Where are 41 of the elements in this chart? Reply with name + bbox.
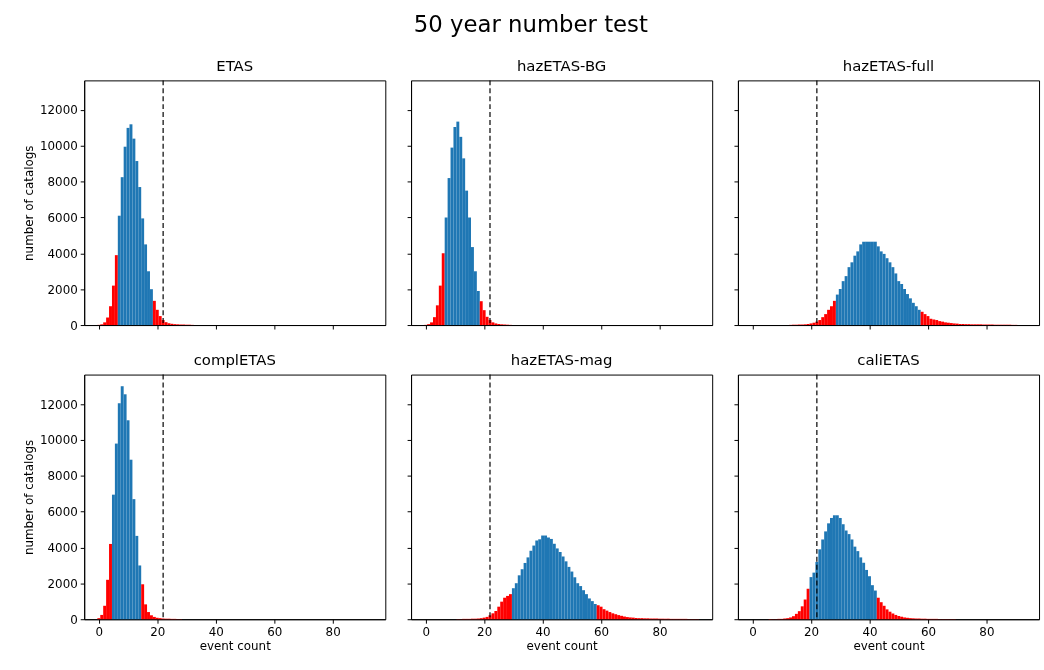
chart-title: hazETAS-full — [842, 56, 935, 75]
x-tick-label: 20 — [803, 624, 820, 639]
x-tick-label: 60 — [920, 624, 937, 639]
y-tick-label: 4000 — [47, 540, 78, 555]
x-tick-label: 0 — [95, 624, 104, 639]
chart-title: complETAS — [193, 351, 276, 370]
x-tick-label: 40 — [535, 624, 551, 639]
y-axis-title: number of catalogs — [22, 439, 37, 556]
y-tick-label: 12000 — [39, 397, 78, 412]
y-tick-label: 12000 — [39, 103, 78, 118]
x-tick-label: 80 — [652, 624, 668, 639]
x-tick-label: 60 — [267, 624, 283, 639]
x-tick-label: 80 — [325, 624, 341, 639]
y-tick-label: 8000 — [47, 469, 78, 484]
chart-title: hazETAS-mag — [510, 351, 613, 370]
x-tick-label: 20 — [477, 624, 493, 639]
y-tick-label: 10000 — [39, 433, 78, 448]
y-tick-label: 8000 — [47, 175, 78, 190]
x-tick-label: 0 — [422, 624, 430, 639]
y-tick-label: 0 — [70, 318, 78, 333]
chart-title: hazETAS-BG — [516, 56, 607, 75]
x-axis-title: event count — [199, 639, 272, 654]
y-tick-label: 2000 — [47, 576, 78, 591]
x-axis-title: event count — [853, 639, 925, 654]
y-axis-title: number of catalogs — [22, 145, 37, 261]
x-tick-label: 20 — [150, 624, 166, 639]
x-tick-label: 80 — [979, 624, 995, 639]
y-tick-label: 0 — [70, 612, 78, 627]
chart-title: caliETAS — [857, 351, 920, 370]
y-tick-label: 10000 — [39, 139, 78, 154]
x-axis-title: event count — [526, 639, 598, 654]
chart-title: ETAS — [216, 56, 254, 75]
y-tick-label: 6000 — [47, 210, 78, 225]
y-tick-label: 4000 — [47, 246, 78, 261]
x-tick-label: 0 — [749, 624, 757, 639]
x-tick-label: 60 — [594, 624, 610, 639]
y-tick-label: 2000 — [47, 282, 78, 297]
x-tick-label: 40 — [862, 624, 878, 639]
text: 50 year number test — [413, 10, 648, 37]
x-tick-label: 40 — [208, 624, 224, 639]
y-tick-label: 6000 — [47, 505, 78, 520]
